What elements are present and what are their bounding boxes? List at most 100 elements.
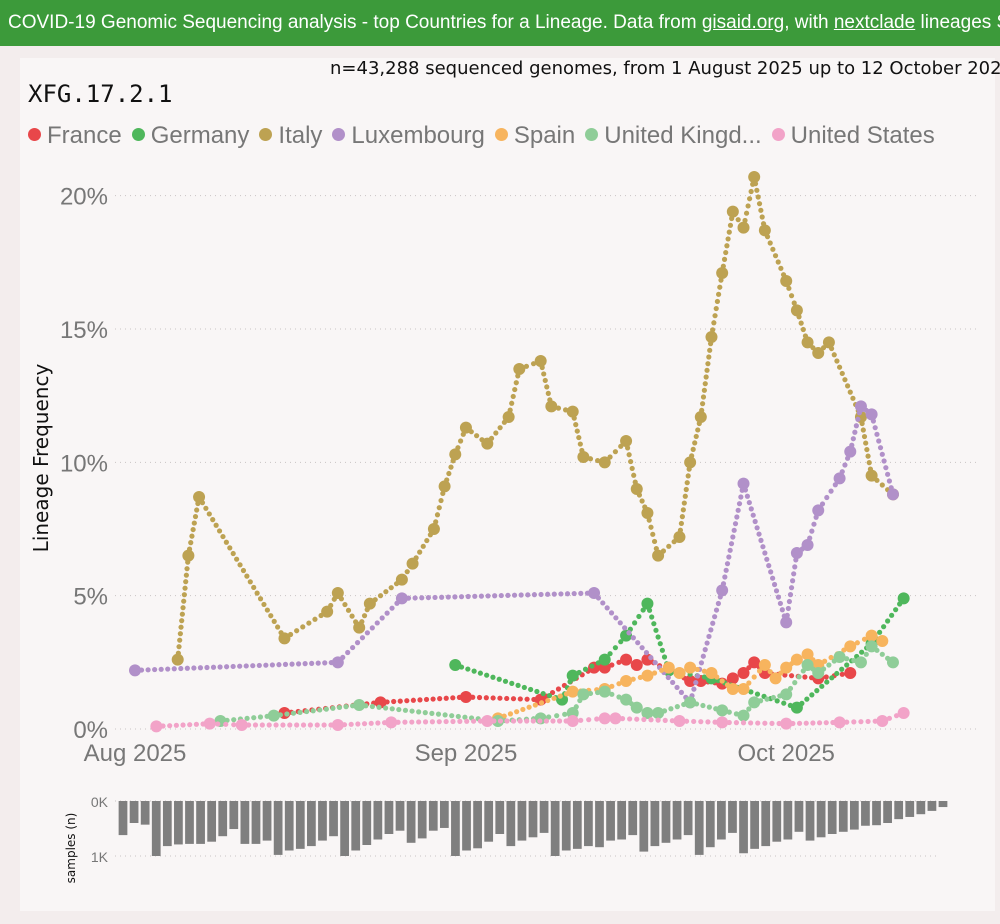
legend-item[interactable]: United Kingd... xyxy=(585,122,762,150)
series-connector-dot xyxy=(429,710,435,716)
series-connector-dot xyxy=(182,585,188,591)
series-connector-dot xyxy=(755,194,761,200)
series-connector-dot xyxy=(586,717,592,723)
legend-dot-icon xyxy=(771,128,785,141)
series-connector-dot xyxy=(251,715,257,721)
series-connector-dot xyxy=(310,708,316,714)
data-point xyxy=(790,304,803,317)
series-connector-dot xyxy=(383,589,389,595)
series-connector-dot xyxy=(445,594,451,600)
series-connector-dot xyxy=(707,347,713,353)
series-connector-dot xyxy=(632,620,638,626)
sample-bar xyxy=(318,801,327,841)
series-connector-dot xyxy=(180,722,186,728)
series-connector-dot xyxy=(416,719,422,725)
series-connector-dot xyxy=(257,596,264,602)
series-connector-dot xyxy=(438,497,444,504)
series-connector-dot xyxy=(748,188,754,195)
series-connector-dot xyxy=(244,715,250,721)
data-point xyxy=(513,363,526,375)
series-connector-dot xyxy=(458,438,464,444)
series-connector-dot xyxy=(361,721,368,727)
series-connector-dot xyxy=(181,598,187,604)
data-point xyxy=(267,709,280,722)
data-point xyxy=(620,653,633,666)
sample-bar xyxy=(617,801,627,840)
data-point xyxy=(598,685,611,698)
series-connector-dot xyxy=(345,607,352,613)
series-connector-dot xyxy=(612,645,619,651)
data-point xyxy=(790,547,803,559)
series-connector-dot xyxy=(714,298,721,305)
series-connector-dot xyxy=(187,722,193,728)
series-connector-dot xyxy=(804,696,810,702)
series-connector-dot xyxy=(775,594,782,600)
series-connector-dot xyxy=(227,545,233,551)
series-connector-dot xyxy=(368,720,374,726)
nextclade-link[interactable]: nextclade xyxy=(833,12,916,33)
series-connector-dot xyxy=(865,453,871,459)
data-point xyxy=(716,267,729,279)
data-point xyxy=(886,656,899,669)
series-connector-dot xyxy=(213,522,219,528)
data-point xyxy=(331,587,344,599)
data-point xyxy=(833,716,846,729)
sample-bar xyxy=(273,801,283,855)
series-connector-dot xyxy=(639,645,645,651)
legend-item[interactable]: Italy xyxy=(259,122,322,150)
series-connector-dot xyxy=(314,722,320,728)
series-connector-dot xyxy=(774,698,780,704)
data-point xyxy=(758,659,771,671)
series-connector-dot xyxy=(764,556,770,562)
series-connector-dot xyxy=(777,600,783,607)
sample-bar xyxy=(639,801,649,852)
series-connector-dot xyxy=(576,434,582,441)
series-connector-dot xyxy=(705,719,711,725)
series-connector-dot xyxy=(476,694,483,701)
series-connector-dot xyxy=(193,721,199,727)
series-connector-dot xyxy=(369,625,375,631)
sample-bar xyxy=(772,801,782,842)
series-connector-dot xyxy=(745,203,751,209)
series-connector-dot xyxy=(422,719,429,725)
series-connector-dot xyxy=(470,718,477,724)
series-connector-dot xyxy=(504,695,510,702)
series-connector-dot xyxy=(389,706,395,712)
series-connector-dot xyxy=(511,592,518,598)
series-connector-dot xyxy=(680,507,686,513)
series-connector-dot xyxy=(885,618,891,624)
series-connector-dot xyxy=(404,569,410,575)
series-connector-dot xyxy=(420,543,426,549)
data-point xyxy=(331,719,344,731)
series-connector-dot xyxy=(513,380,519,386)
legend-item[interactable]: United States xyxy=(771,122,935,150)
data-point xyxy=(449,448,462,461)
sample-bar xyxy=(728,801,737,833)
data-point xyxy=(705,667,718,679)
legend-item[interactable]: Luxembourg xyxy=(332,122,485,150)
sample-bar xyxy=(905,801,915,817)
data-point xyxy=(620,435,633,447)
legend-item[interactable]: France xyxy=(28,122,122,150)
series-connector-dot xyxy=(354,640,361,646)
data-point xyxy=(598,712,611,725)
data-point xyxy=(716,716,729,729)
legend-dot-icon xyxy=(332,128,346,141)
series-connector-dot xyxy=(726,554,732,560)
series-connector-dot xyxy=(679,514,685,520)
legend-item[interactable]: Germany xyxy=(131,122,249,150)
series-connector-dot xyxy=(256,662,262,669)
legend-item[interactable]: Spain xyxy=(494,122,575,150)
series-connector-dot xyxy=(542,377,548,384)
sample-bar xyxy=(151,801,161,856)
sample-bar xyxy=(783,801,793,840)
gisaid-link[interactable]: gisaid.org xyxy=(701,12,785,33)
sample-bar xyxy=(439,801,449,828)
series-connector-dot xyxy=(377,593,384,599)
series-connector-dot xyxy=(746,680,752,686)
series-connector-dot xyxy=(507,711,514,717)
chart-legend: France Germany Italy Luxembourg Spain United … xyxy=(28,122,945,150)
series-connector-dot xyxy=(802,674,808,680)
series-connector-dot xyxy=(748,506,754,512)
sample-bar xyxy=(894,801,904,820)
